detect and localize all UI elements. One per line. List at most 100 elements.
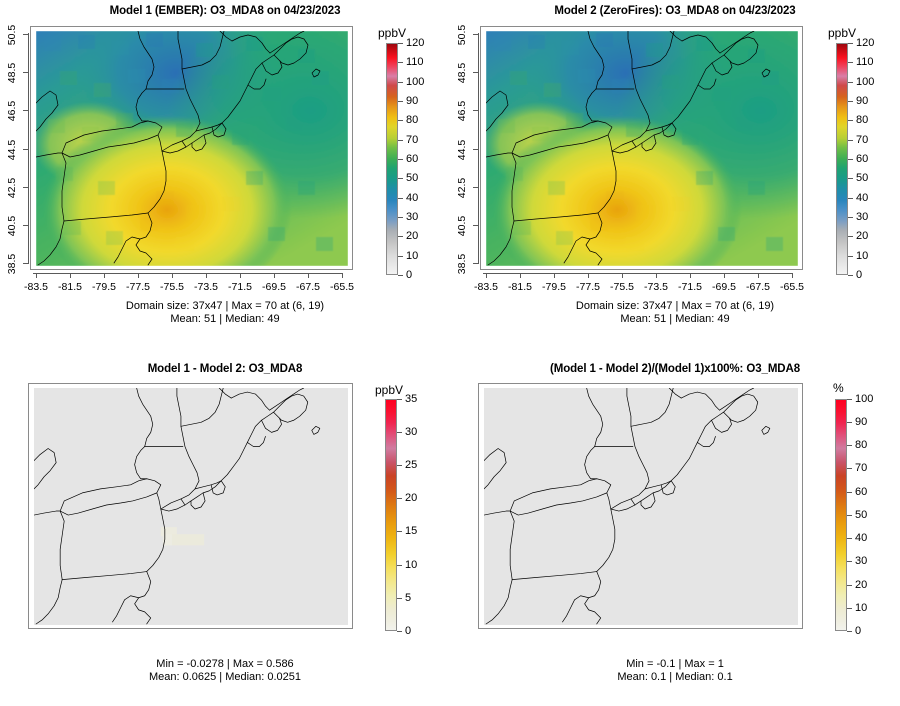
colorbar-tick-label: 80 — [856, 114, 869, 126]
colorbar-tick-label: 120 — [856, 37, 875, 49]
map-field-difference — [34, 388, 348, 625]
colorbar-tick-label: 80 — [406, 114, 419, 126]
map-frame-model1 — [30, 26, 353, 270]
colorbar-tick-label: 90 — [406, 95, 419, 107]
colorbar-tick-label: 80 — [855, 439, 868, 451]
panel-model1: Model 1 (EMBER): O3_MDA8 on 04/23/2023 — [0, 0, 450, 350]
colorbar-unit-label: ppbV — [375, 383, 404, 397]
colorbar-tick-label: 15 — [405, 525, 418, 537]
colorbar-percent-difference: % 0 10 20 30 40 50 60 70 80 90 100 — [825, 381, 895, 637]
colorbar-tick-label: 10 — [406, 250, 419, 262]
panel-caption-percent-difference: Min = -0.1 | Max = 1 Mean: 0.1 | Median:… — [450, 658, 900, 684]
y-tick-label: 44.5 — [456, 139, 468, 161]
map-field-percent-difference — [484, 388, 798, 625]
colorbar-tick-label: 100 — [856, 76, 875, 88]
x-tick-label: -73.5 — [644, 281, 668, 293]
colorbar-tick-label: 40 — [856, 192, 869, 204]
colorbar-tick-label: 50 — [406, 172, 419, 184]
colorbar-tick-label: 0 — [855, 625, 862, 637]
colorbar-tick-label: 20 — [406, 230, 419, 242]
colorbar-tick-label: 50 — [855, 509, 868, 521]
x-tick-label: -67.5 — [746, 281, 770, 293]
colorbar-tick-label: 10 — [855, 602, 868, 614]
panel-percent-difference: (Model 1 - Model 2)/(Model 1)x100%: O3_M… — [450, 355, 900, 706]
caption-line-1: Domain size: 37x47 | Max = 70 at (6, 19) — [125, 300, 325, 312]
x-tick-label: -81.5 — [508, 281, 532, 293]
colorbar-difference: ppbV 0 5 10 15 20 25 30 35 — [375, 383, 445, 637]
x-tick-label: -77.5 — [126, 281, 150, 293]
colorbar-tick-label: 60 — [406, 153, 419, 165]
panel-caption-difference: Min = -0.0278 | Max = 0.586 Mean: 0.0625… — [0, 658, 450, 684]
map-frame-difference — [28, 383, 353, 629]
colorbar-tick-label: 50 — [856, 172, 869, 184]
caption-line-1: Min = -0.1 | Max = 1 — [626, 658, 724, 670]
colorbar-tick-label: 30 — [405, 426, 418, 438]
x-tick-label: -83.5 — [474, 281, 498, 293]
y-tick-label: 40.5 — [6, 215, 18, 237]
y-tick-label: 46.5 — [456, 100, 468, 122]
colorbar-tick-label: 120 — [406, 37, 425, 49]
x-tick-label: -75.5 — [610, 281, 634, 293]
x-tick-label: -79.5 — [542, 281, 566, 293]
panel-title-difference: Model 1 - Model 2: O3_MDA8 — [147, 363, 303, 375]
colorbar-tick-label: 110 — [406, 56, 424, 68]
colorbar-unit-label: % — [833, 381, 844, 395]
x-tick-label: -69.5 — [262, 281, 286, 293]
y-tick-label: 42.5 — [456, 177, 468, 199]
colorbar-tick-label: 100 — [406, 76, 425, 88]
colorbar-tick-label: 70 — [855, 462, 868, 474]
y-tick-label: 38.5 — [456, 253, 468, 275]
panel-title-model2: Model 2 (ZeroFires): O3_MDA8 on 04/23/20… — [554, 5, 796, 17]
map-field-model2 — [486, 31, 798, 266]
colorbar-gradient — [835, 399, 847, 631]
colorbar-tick-label: 40 — [855, 532, 868, 544]
colorbar-gradient — [836, 43, 848, 275]
colorbar-tick-label: 70 — [856, 134, 869, 146]
colorbar-tick-label: 0 — [406, 269, 413, 281]
x-tick-label: -69.5 — [712, 281, 736, 293]
y-tick-label: 50.5 — [6, 24, 18, 46]
y-tick-label: 44.5 — [6, 139, 18, 161]
x-tick-label: -65.5 — [780, 281, 804, 293]
colorbar-tick-label: 70 — [406, 134, 419, 146]
colorbar-tick-label: 90 — [855, 416, 868, 428]
panel-difference: Model 1 - Model 2: O3_MDA8 — [0, 355, 450, 706]
colorbar-tick-label: 60 — [855, 486, 868, 498]
y-tick-label: 42.5 — [6, 177, 18, 199]
colorbar-unit-label: ppbV — [828, 26, 857, 40]
map-frame-model2 — [480, 26, 803, 270]
x-tick-label: -77.5 — [576, 281, 600, 293]
x-tick-label: -75.5 — [160, 281, 184, 293]
caption-line-2: Mean: 51 | Median: 49 — [170, 313, 280, 325]
colorbar-tick-label: 110 — [856, 56, 874, 68]
colorbar-tick-label: 10 — [405, 559, 418, 571]
y-tick-label: 40.5 — [456, 215, 468, 237]
x-tick-label: -71.5 — [678, 281, 702, 293]
x-tick-label: -65.5 — [330, 281, 354, 293]
colorbar-tick-label: 10 — [856, 250, 869, 262]
y-tick-label: 46.5 — [6, 100, 18, 122]
colorbar-tick-label: 5 — [405, 592, 412, 604]
caption-line-2: Mean: 51 | Median: 49 — [620, 313, 730, 325]
colorbar-tick-label: 20 — [405, 492, 418, 504]
colorbar-tick-label: 25 — [405, 459, 418, 471]
panel-title-model1: Model 1 (EMBER): O3_MDA8 on 04/23/2023 — [109, 5, 341, 17]
panel-caption-model1: Domain size: 37x47 | Max = 70 at (6, 19)… — [0, 300, 450, 326]
colorbar-tick-label: 60 — [856, 153, 869, 165]
x-tick-label: -79.5 — [92, 281, 116, 293]
x-tick-label: -71.5 — [228, 281, 252, 293]
x-tick-label: -67.5 — [296, 281, 320, 293]
caption-line-1: Min = -0.0278 | Max = 0.586 — [156, 658, 294, 670]
y-tick-label: 48.5 — [6, 62, 18, 84]
x-tick-label: -81.5 — [58, 281, 82, 293]
colorbar-gradient — [386, 43, 398, 275]
y-tick-label: 48.5 — [456, 62, 468, 84]
colorbar-tick-label: 40 — [406, 192, 419, 204]
map-field-model1 — [36, 31, 348, 266]
panel-caption-model2: Domain size: 37x47 | Max = 70 at (6, 19)… — [450, 300, 900, 326]
colorbar-tick-label: 0 — [856, 269, 863, 281]
caption-line-2: Mean: 0.1 | Median: 0.1 — [617, 671, 733, 683]
panel-title-percent-difference: (Model 1 - Model 2)/(Model 1)x100%: O3_M… — [549, 363, 801, 375]
colorbar-tick-label: 100 — [855, 393, 874, 405]
colorbar-tick-label: 30 — [406, 211, 419, 223]
